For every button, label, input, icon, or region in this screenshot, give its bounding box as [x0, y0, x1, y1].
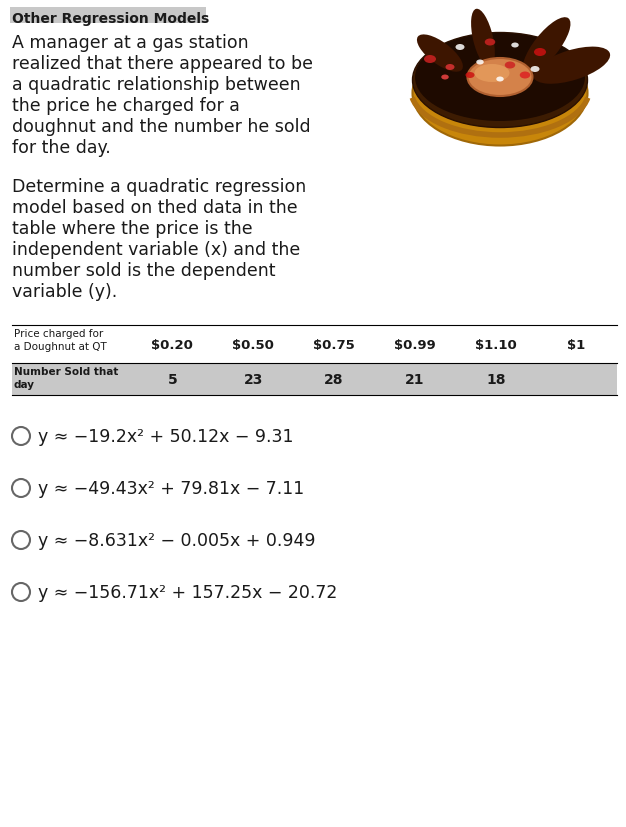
Text: y ≈ −8.631x² − 0.005x + 0.949: y ≈ −8.631x² − 0.005x + 0.949	[38, 532, 316, 549]
Text: 23: 23	[244, 372, 263, 386]
Text: model based on thed data in the: model based on thed data in the	[12, 198, 297, 217]
Text: $0.75: $0.75	[313, 338, 355, 351]
Text: number sold is the dependent: number sold is the dependent	[12, 261, 275, 280]
Ellipse shape	[468, 59, 533, 97]
Ellipse shape	[413, 41, 587, 146]
Text: table where the price is the: table where the price is the	[12, 220, 253, 237]
Text: 21: 21	[405, 372, 424, 386]
Ellipse shape	[476, 60, 484, 65]
Text: $1: $1	[567, 338, 586, 351]
Ellipse shape	[471, 10, 495, 69]
Ellipse shape	[441, 75, 449, 80]
Bar	[10, 8, 206, 24]
Text: doughnut and the number he sold: doughnut and the number he sold	[12, 118, 310, 136]
Text: the price he charged for a: the price he charged for a	[12, 97, 240, 115]
Ellipse shape	[530, 67, 540, 73]
Text: $0.50: $0.50	[232, 338, 274, 351]
Text: 28: 28	[324, 372, 344, 386]
Text: $0.99: $0.99	[394, 338, 436, 351]
Text: Other Regression Models: Other Regression Models	[12, 12, 209, 26]
Text: variable (y).: variable (y).	[12, 283, 117, 301]
Ellipse shape	[534, 49, 546, 57]
Text: y ≈ −156.71x² + 157.25x − 20.72: y ≈ −156.71x² + 157.25x − 20.72	[38, 583, 337, 601]
Text: for the day.: for the day.	[12, 139, 111, 157]
Text: independent variable (x) and the: independent variable (x) and the	[12, 241, 300, 259]
Ellipse shape	[485, 40, 495, 46]
Text: Price charged for
a Doughnut at QT: Price charged for a Doughnut at QT	[14, 328, 107, 351]
Text: realized that there appeared to be: realized that there appeared to be	[12, 55, 313, 73]
Ellipse shape	[456, 45, 464, 51]
Ellipse shape	[424, 56, 436, 64]
Ellipse shape	[520, 73, 530, 79]
Text: Determine a quadratic regression: Determine a quadratic regression	[12, 178, 306, 196]
Bar	[12, 364, 617, 395]
Text: y ≈ −49.43x² + 79.81x − 7.11: y ≈ −49.43x² + 79.81x − 7.11	[38, 480, 304, 497]
Ellipse shape	[523, 18, 570, 75]
Ellipse shape	[466, 73, 475, 79]
Text: Number Sold that
day: Number Sold that day	[14, 366, 118, 390]
Ellipse shape	[533, 47, 610, 84]
Text: 18: 18	[486, 372, 506, 386]
Text: 5: 5	[168, 372, 177, 386]
Ellipse shape	[475, 65, 510, 83]
Text: $0.20: $0.20	[151, 338, 193, 351]
Text: A manager at a gas station: A manager at a gas station	[12, 34, 249, 52]
Bar	[12, 326, 617, 364]
Ellipse shape	[446, 65, 454, 71]
Ellipse shape	[417, 36, 463, 73]
Ellipse shape	[413, 33, 587, 128]
Text: $1.10: $1.10	[475, 338, 516, 351]
Text: y ≈ −19.2x² + 50.12x − 9.31: y ≈ −19.2x² + 50.12x − 9.31	[38, 428, 294, 446]
Text: a quadratic relationship between: a quadratic relationship between	[12, 76, 300, 94]
Ellipse shape	[496, 78, 504, 83]
Ellipse shape	[415, 34, 585, 122]
Ellipse shape	[511, 44, 519, 49]
Ellipse shape	[505, 62, 515, 69]
